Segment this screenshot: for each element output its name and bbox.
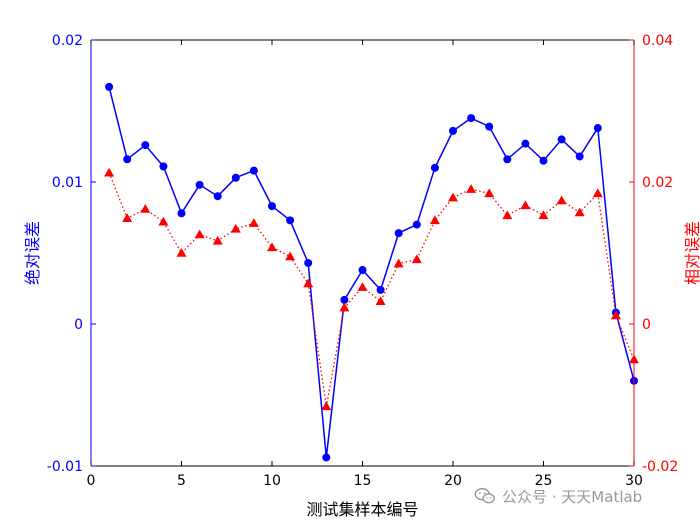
y-right-tick-label: 0.04	[642, 33, 673, 49]
x-tick-label: 0	[87, 473, 96, 489]
series-1-line	[108, 86, 635, 458]
y-left-tick-label: 0.02	[52, 33, 83, 49]
series-1-point	[430, 163, 439, 172]
series-1-point	[123, 155, 132, 164]
y-right-tick-label: 0.02	[642, 175, 673, 191]
x-tick-label: 10	[263, 473, 281, 489]
series-1-point	[304, 258, 313, 267]
series-2-point	[574, 207, 585, 217]
x-tick-label: 5	[177, 473, 186, 489]
series-1-point	[485, 122, 494, 131]
series-2-point	[357, 282, 368, 291]
series-2-point	[140, 203, 151, 213]
x-tick-label: 25	[535, 473, 553, 489]
axes-layer: 0 5 10 15 20 25 30-0.0100.010.02-0.0200.020.04…	[23, 33, 700, 519]
series-2-point	[484, 188, 495, 198]
series-2-point	[104, 167, 115, 177]
series-1-point	[249, 166, 258, 175]
series-1-point	[503, 155, 512, 164]
series-1-point	[593, 124, 602, 133]
series-1-point	[105, 82, 114, 91]
series-2-point	[610, 310, 621, 320]
series-2-point	[321, 401, 332, 411]
series-2-point	[411, 254, 422, 264]
series-1-point	[575, 152, 584, 161]
series-2-point	[592, 188, 603, 198]
x-tick-label: 20	[444, 473, 462, 489]
series-1-point	[358, 266, 367, 275]
series-2-point	[230, 223, 241, 233]
series-1-point	[376, 285, 385, 294]
x-tick-label: 30	[625, 473, 643, 489]
series-1-point	[449, 126, 457, 135]
x-tick-label: 15	[354, 473, 372, 489]
series-1-point	[394, 229, 403, 238]
series-1-point	[340, 295, 349, 304]
series-1-point	[521, 139, 530, 148]
watermark: 公众号 · 天天Matlab	[474, 484, 642, 508]
series-1-point	[286, 216, 295, 225]
series-2-point	[122, 213, 133, 222]
series-2-point	[429, 215, 440, 225]
y-left-axis-label: 绝对误差	[23, 221, 42, 285]
watermark-text: 公众号 · 天天Matlab	[502, 487, 643, 506]
series-2-point	[158, 216, 169, 226]
y-right-axis-label: 相对误差	[683, 221, 700, 285]
series-1-point	[467, 114, 476, 123]
y-right-tick-label: 0	[642, 317, 651, 333]
series-2-point	[339, 302, 350, 312]
series-1-point	[322, 453, 331, 462]
series-2-point	[267, 242, 277, 252]
series-1-point	[177, 209, 186, 218]
series-2-point	[556, 195, 567, 205]
y-right-tick-label: -0.02	[642, 459, 678, 475]
series-2-point	[393, 258, 404, 268]
series-2-point	[176, 248, 187, 257]
series-2-line	[108, 172, 635, 407]
y-left-tick-label: 0	[74, 317, 83, 333]
series-2-point	[303, 278, 314, 288]
series-layer	[104, 82, 639, 462]
series-2-point	[520, 200, 531, 210]
series-1-point	[159, 162, 168, 171]
y-left-tick-label: 0.01	[52, 175, 83, 191]
series-1-point	[141, 141, 150, 150]
series-1-point	[557, 135, 566, 144]
wechat-icon	[474, 487, 495, 504]
series-2-point	[248, 218, 259, 227]
x-axis-label: 测试集样本编号	[306, 500, 418, 519]
series-1-point	[231, 173, 240, 182]
series-2-point	[285, 251, 296, 261]
series-1-point	[213, 192, 222, 201]
y-left-tick-label: -0.01	[47, 459, 83, 475]
series-1-point	[539, 156, 548, 165]
series-1-point	[268, 202, 276, 211]
series-1-point	[412, 220, 421, 229]
series-2-point	[466, 184, 477, 193]
series-2-point	[194, 229, 205, 239]
series-2-point	[375, 296, 386, 306]
series-2-point	[538, 210, 549, 220]
series-2-point	[448, 192, 458, 202]
series-1-point	[195, 180, 204, 189]
series-2-point	[502, 210, 513, 220]
series-2-point	[212, 235, 223, 245]
